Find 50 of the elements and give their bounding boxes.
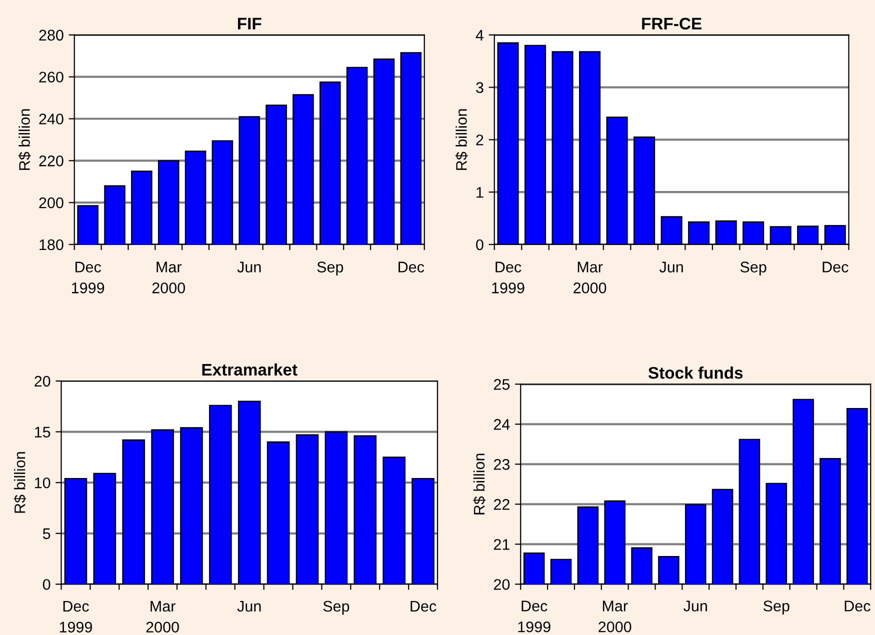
x-tick-label: Dec (822, 262, 848, 272)
y-tick-label: 260 (39, 72, 64, 83)
y-tick-label: 24 (494, 419, 510, 430)
y-axis-title: R$ billion (14, 452, 26, 513)
x-tick-label: Sep (764, 600, 790, 614)
y-tick-label: 20 (494, 579, 510, 590)
x-tick-label: Jun (659, 262, 683, 272)
x-tick-label: Sep (740, 262, 766, 276)
x-tick-label: Sep (317, 262, 344, 276)
x-tick-label: Dec (410, 601, 436, 612)
x-tick-label: Sep (323, 600, 350, 615)
y-tick-label: 20 (34, 376, 50, 387)
chart-title: Extramarket (202, 363, 298, 376)
x-tick-label: Mar 2000 (574, 262, 606, 294)
chart-title: FRF-CE (642, 18, 702, 30)
x-tick-label: Dec 1999 (60, 601, 92, 633)
x-tick-label: Dec 1999 (72, 262, 104, 294)
y-tick-label: 0 (42, 579, 50, 590)
x-tick-label: Mar 2000 (598, 600, 632, 632)
y-tick-label: 5 (42, 528, 50, 540)
y-tick-label: 4 (476, 30, 484, 40)
y-tick-label: 280 (39, 30, 64, 41)
x-tick-label: Dec 1999 (492, 262, 524, 294)
y-axis-title: R$ billion (18, 109, 31, 170)
y-axis-title: R$ billion (455, 109, 468, 170)
chart-title: FIF (238, 18, 262, 30)
y-tick-label: 10 (35, 477, 50, 488)
chart-title: Stock funds (648, 366, 743, 379)
y-tick-label: 21 (494, 539, 510, 550)
y-tick-label: 200 (39, 197, 64, 208)
y-tick-label: 1 (476, 187, 484, 198)
x-tick-label: Jun (684, 600, 707, 612)
x-tick-label: Mar 2000 (146, 601, 179, 633)
x-tick-label: Mar 2000 (152, 262, 186, 294)
x-tick-label: Dec (398, 262, 424, 272)
x-tick-label: Dec (844, 600, 870, 612)
y-tick-label: 0 (476, 239, 484, 250)
y-tick-label: 240 (39, 114, 64, 124)
x-tick-label: Jun (237, 601, 261, 612)
y-tick-label: 180 (40, 239, 64, 250)
y-tick-label: 220 (39, 156, 64, 166)
y-axis-title: R$ billion (473, 454, 486, 514)
x-tick-label: Jun (237, 262, 261, 272)
y-tick-label: 25 (494, 379, 510, 390)
x-tick-label: Dec 1999 (518, 600, 550, 632)
y-tick-label: 15 (35, 426, 50, 438)
y-tick-label: 22 (494, 499, 510, 510)
y-tick-label: 3 (476, 82, 484, 93)
y-tick-label: 2 (476, 134, 484, 146)
y-tick-label: 23 (494, 459, 510, 470)
